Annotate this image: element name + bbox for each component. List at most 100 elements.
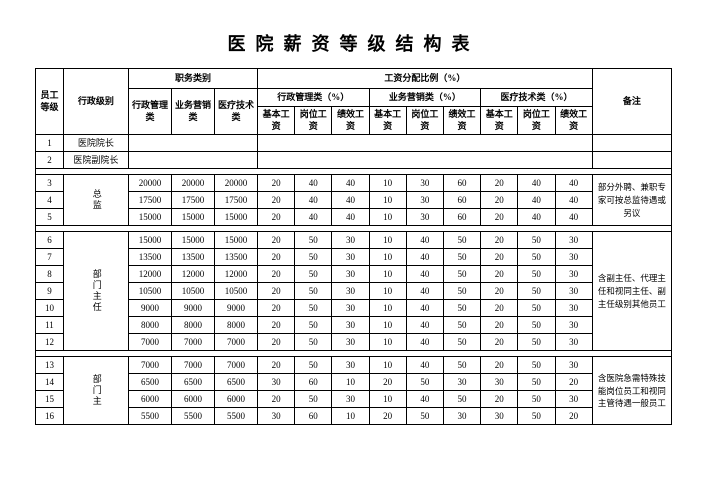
th-remark: 备注	[592, 69, 671, 135]
cell-pct: 40	[406, 300, 443, 317]
cell-pct: 40	[406, 357, 443, 374]
cell-job: 7000	[171, 357, 214, 374]
table-row: 2医院副院长	[36, 152, 672, 169]
cell-job: 8000	[128, 317, 171, 334]
cell-pct: 30	[332, 283, 369, 300]
cell-pct: 10	[369, 391, 406, 408]
cell-pct: 50	[518, 391, 555, 408]
th-cat-admin: 行政管理类（%）	[258, 89, 370, 107]
cell-pct: 20	[555, 408, 592, 425]
cell-pct: 40	[518, 192, 555, 209]
cell-pct: 40	[406, 317, 443, 334]
cell-pct: 10	[369, 300, 406, 317]
cell-pct: 50	[295, 232, 332, 249]
cell-pct: 10	[369, 317, 406, 334]
cell-num: 14	[36, 374, 64, 391]
cell-pct: 20	[258, 192, 295, 209]
cell-pct: 30	[555, 357, 592, 374]
cell	[258, 135, 593, 152]
cell-remark: 部分外聘、兼职专家可按总监待遇或另议	[592, 175, 671, 226]
cell-pct: 30	[555, 232, 592, 249]
cell-pct: 50	[443, 391, 480, 408]
cell-job: 5500	[171, 408, 214, 425]
cell-pct: 30	[406, 192, 443, 209]
cell-pct: 20	[258, 391, 295, 408]
cell-job: 12000	[171, 266, 214, 283]
cell-job: 6500	[128, 374, 171, 391]
cell-admin-group: 部门主	[63, 357, 128, 425]
cell-pct: 10	[369, 266, 406, 283]
cell-pct: 10	[332, 408, 369, 425]
cell	[128, 135, 257, 152]
cell-pct: 20	[369, 408, 406, 425]
salary-table: 员工等级 行政级别 职务类别 工资分配比例（%） 备注 行政管理类 业务营销类 …	[35, 68, 672, 425]
cell-job: 13500	[128, 249, 171, 266]
cell-job: 7000	[171, 334, 214, 351]
cell-job: 7000	[128, 357, 171, 374]
cell-pct: 30	[481, 408, 518, 425]
table-row: 10900090009000205030104050205030	[36, 300, 672, 317]
cell-num: 12	[36, 334, 64, 351]
cell	[592, 135, 671, 152]
cell-num: 4	[36, 192, 64, 209]
cell-remark: 含副主任、代理主任和视同主任、副主任级别其他员工	[592, 232, 671, 351]
cell-job: 20000	[128, 175, 171, 192]
cell-pct: 10	[369, 357, 406, 374]
cell-pct: 40	[518, 175, 555, 192]
cell-pct: 40	[295, 192, 332, 209]
cell-job: 17500	[171, 192, 214, 209]
cell-pct: 20	[555, 374, 592, 391]
table-row: 13部门主700070007000205030104050205030含医院急需…	[36, 357, 672, 374]
cell-job: 9000	[214, 300, 257, 317]
cell-pct: 50	[443, 300, 480, 317]
cell-pct: 50	[443, 357, 480, 374]
cell-pct: 40	[406, 391, 443, 408]
cell-job: 8000	[214, 317, 257, 334]
cell-pct: 40	[332, 192, 369, 209]
cell-pct: 60	[443, 209, 480, 226]
cell-admin: 医院副院长	[63, 152, 128, 169]
cell-pct: 40	[406, 266, 443, 283]
cell-pct: 20	[481, 175, 518, 192]
cell-pct: 30	[555, 391, 592, 408]
cell-num: 2	[36, 152, 64, 169]
cell-pct: 30	[332, 266, 369, 283]
cell-num: 7	[36, 249, 64, 266]
cell-pct: 40	[295, 175, 332, 192]
cell-pct: 50	[295, 249, 332, 266]
cell-job: 6000	[171, 391, 214, 408]
cell-pct: 60	[443, 175, 480, 192]
cell-pct: 50	[443, 266, 480, 283]
cell-num: 6	[36, 232, 64, 249]
th-sub: 绩效工资	[332, 107, 369, 135]
cell-num: 10	[36, 300, 64, 317]
th-sub: 绩效工资	[443, 107, 480, 135]
cell-num: 15	[36, 391, 64, 408]
cell-pct: 10	[369, 175, 406, 192]
cell-pct: 50	[295, 357, 332, 374]
cell-pct: 20	[258, 300, 295, 317]
cell-job: 15000	[214, 232, 257, 249]
cell-pct: 20	[258, 357, 295, 374]
cell-pct: 50	[295, 300, 332, 317]
cell-pct: 50	[295, 334, 332, 351]
cell-pct: 40	[295, 209, 332, 226]
cell-pct: 30	[258, 374, 295, 391]
cell-pct: 50	[443, 232, 480, 249]
table-row: 14650065006500306010205030305020	[36, 374, 672, 391]
cell-pct: 20	[481, 232, 518, 249]
cell-pct: 50	[518, 283, 555, 300]
th-sub: 岗位工资	[295, 107, 332, 135]
cell-pct: 60	[443, 192, 480, 209]
cell-job: 15000	[128, 232, 171, 249]
table-row: 6部门主任150001500015000205030104050205030含副…	[36, 232, 672, 249]
th-level: 员工等级	[36, 69, 64, 135]
th-salary-group: 工资分配比例（%）	[258, 69, 593, 89]
cell-pct: 50	[443, 249, 480, 266]
cell-remark: 含医院急需特殊技能岗位员工和视同主管待遇一般员工	[592, 357, 671, 425]
cell-job: 7000	[214, 357, 257, 374]
cell-pct: 30	[332, 232, 369, 249]
th-sub: 岗位工资	[518, 107, 555, 135]
th-sub: 绩效工资	[555, 107, 592, 135]
cell-pct: 30	[555, 266, 592, 283]
